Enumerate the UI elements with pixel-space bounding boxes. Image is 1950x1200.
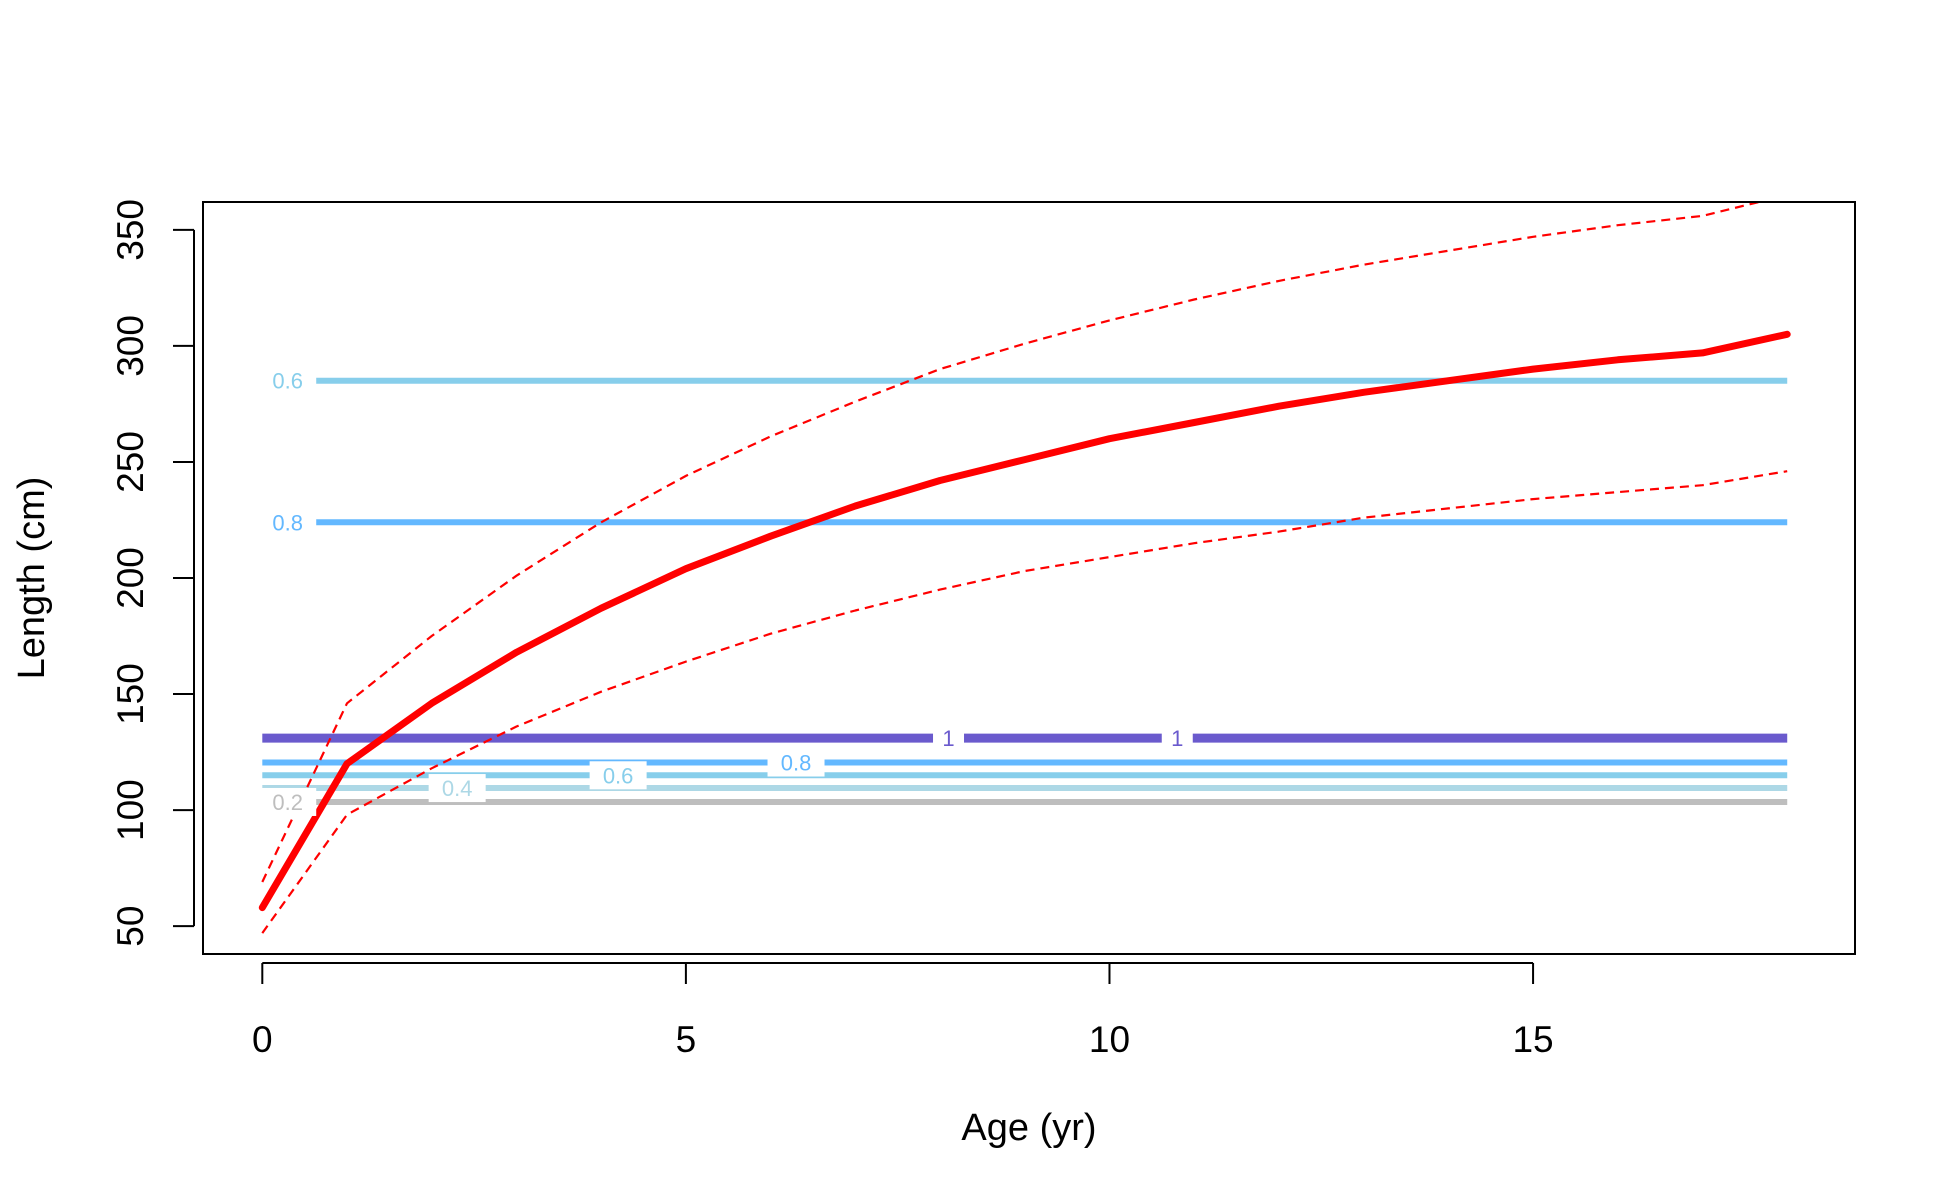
contour-label-0-0: 0.2 (272, 790, 303, 815)
contour-lines (262, 377, 1788, 805)
y-axis: 50 100 150 200 250 300 350 (110, 199, 195, 947)
y-tick-label-2: 150 (110, 663, 151, 725)
y-tick-label-1: 100 (110, 779, 151, 841)
contour-label-3-0: 0.8 (781, 751, 812, 776)
contour-label-2-0: 0.6 (603, 763, 634, 788)
y-axis-label: Length (cm) (11, 477, 53, 680)
x-tick-label-3: 15 (1512, 1019, 1553, 1060)
contour-labels: 0.2 0.4 0.6 0.8 1 1 0.8 0.6 (259, 366, 1193, 816)
contour-label-gap-2-0 (589, 761, 647, 790)
contour-label-gap-0-0 (259, 787, 317, 816)
series-line-2 (261, 470, 1788, 934)
contour-label-gap-4-0 (933, 724, 965, 753)
y-tick-label-0: 50 (110, 906, 151, 947)
contour-label-gap-4-1 (1161, 724, 1193, 753)
series-line-0 (258, 330, 1791, 912)
contour-label-gap-6-0 (259, 366, 317, 395)
y-tick-label-5: 300 (110, 315, 151, 377)
contour-label-1-0: 0.4 (442, 776, 473, 801)
contour-label-gap-1-0 (428, 774, 486, 803)
contour-label-gap-3-0 (767, 748, 825, 777)
x-tick-label-0: 0 (252, 1019, 273, 1060)
growth-curves (258, 202, 1791, 934)
y-tick-label-4: 250 (110, 431, 151, 493)
contour-label-6-0: 0.6 (272, 369, 303, 394)
contour-label-gap-5-0 (259, 508, 317, 537)
contour-label-5-0: 0.8 (272, 510, 303, 535)
x-axis: 0 5 10 15 (252, 962, 1554, 1060)
contour-label-4-0: 1 (942, 726, 954, 751)
series-line-1 (261, 202, 1764, 883)
y-tick-label-3: 200 (110, 547, 151, 609)
x-tick-label-1: 5 (676, 1019, 697, 1060)
y-tick-label-6: 350 (110, 199, 151, 261)
x-tick-label-2: 10 (1089, 1019, 1130, 1060)
plot-frame (202, 201, 1856, 955)
contour-label-4-1: 1 (1171, 726, 1183, 751)
x-axis-label: Age (yr) (961, 1107, 1096, 1149)
